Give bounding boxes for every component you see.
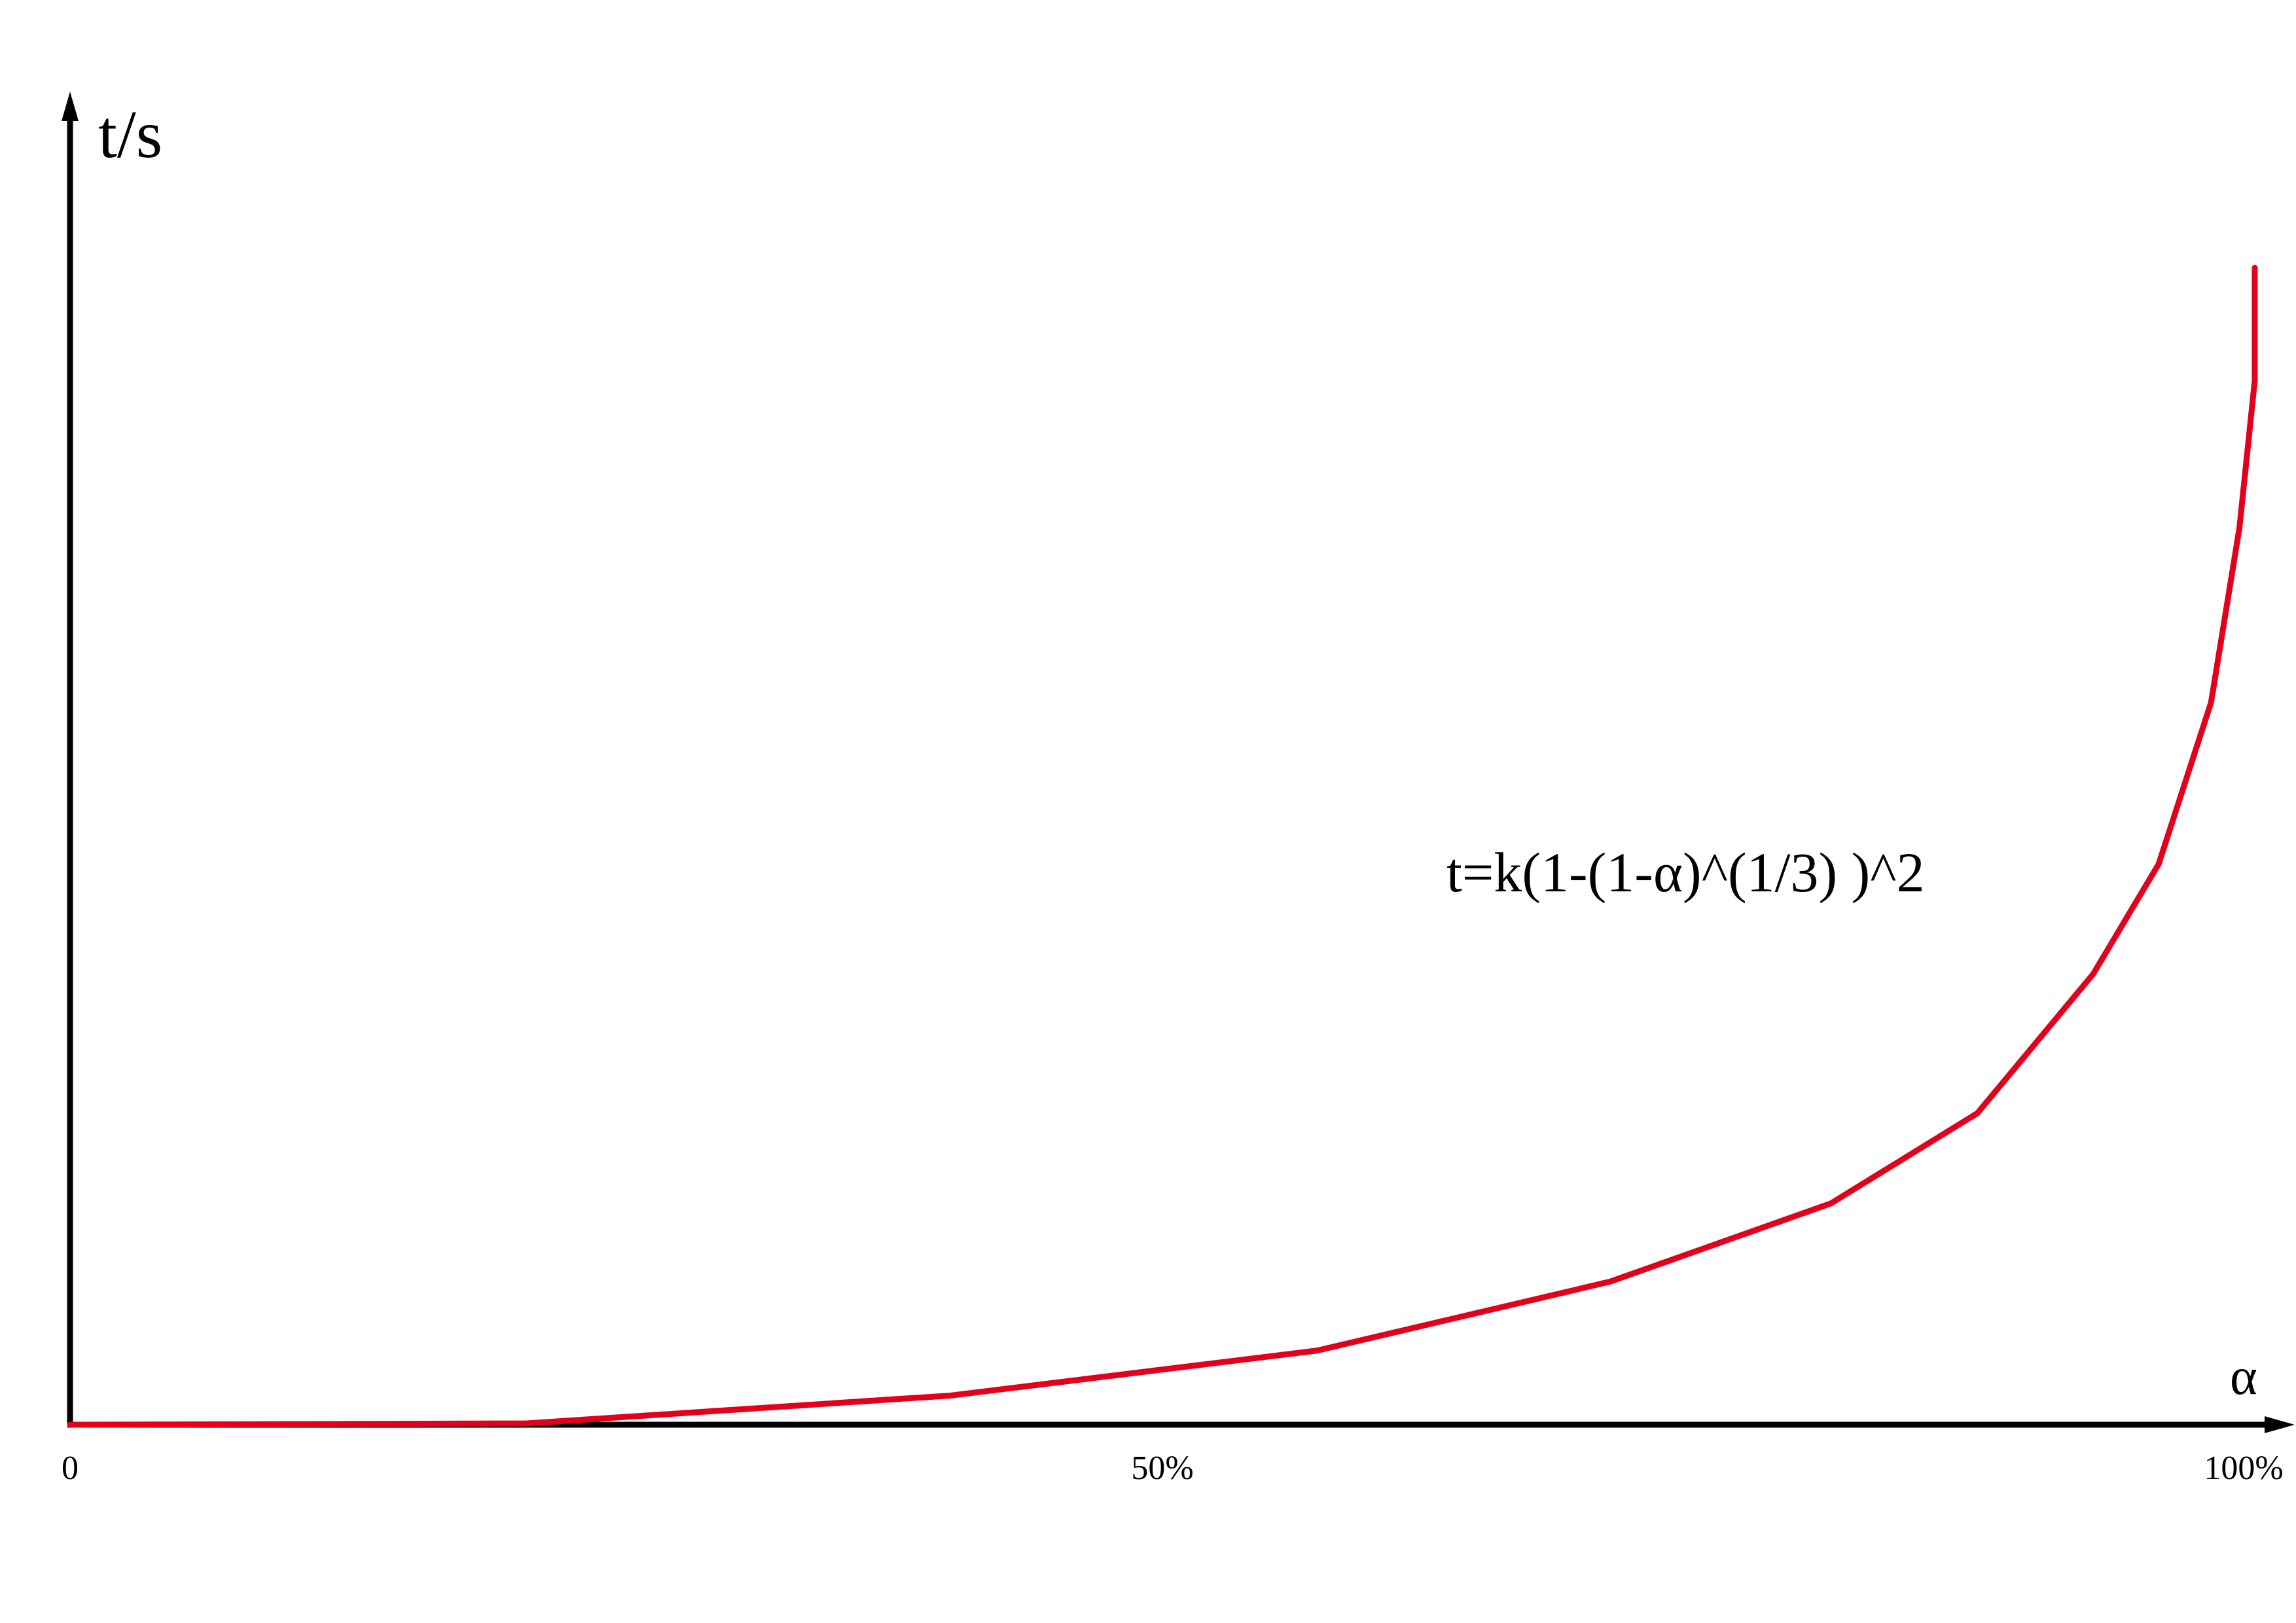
x-axis-arrow (2265, 1416, 2295, 1433)
y-axis-label: t/s (98, 97, 162, 172)
curve (67, 264, 2258, 1428)
x-axis-label: α (2230, 1348, 2257, 1406)
x-tick-label: 50% (1131, 1450, 1193, 1487)
y-axis-arrow (62, 92, 79, 121)
x-tick-label: 0 (62, 1450, 79, 1487)
x-tick-label: 100% (2204, 1450, 2283, 1487)
annotation: t=k(1-(1-α)^(1/3) )^2 (1446, 841, 1925, 904)
